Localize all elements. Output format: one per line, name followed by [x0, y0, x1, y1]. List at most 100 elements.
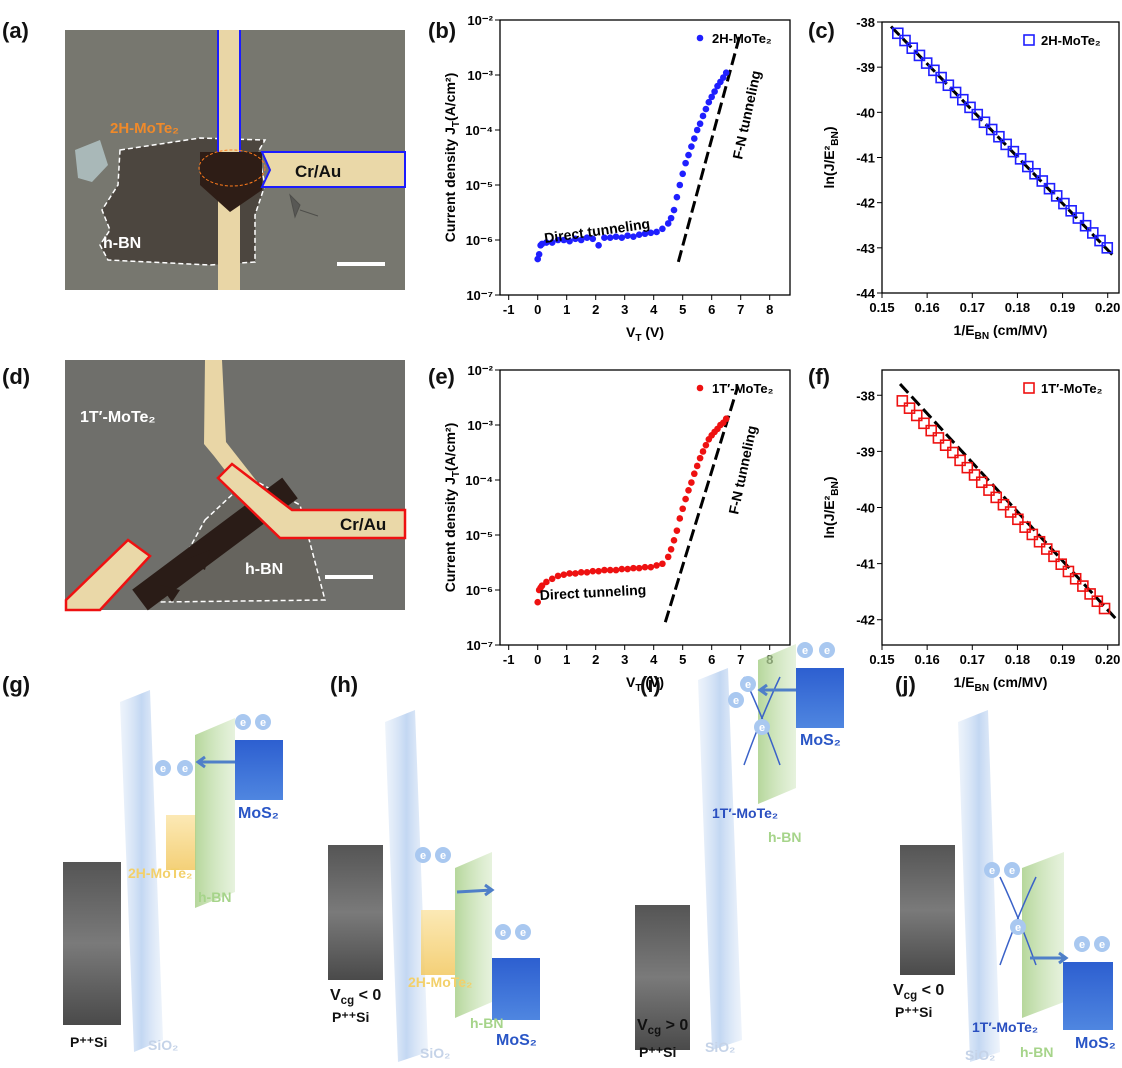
electron-label: e: [733, 695, 739, 707]
electron: [728, 692, 744, 708]
marker: [968, 469, 981, 481]
marker: [708, 93, 715, 101]
y-tick-label: 10⁻⁶: [466, 233, 493, 248]
marker: [693, 462, 701, 470]
gate: [63, 862, 121, 1025]
text-segment: > 0: [661, 1017, 688, 1034]
x-tick-label: 5: [679, 652, 686, 667]
text-segment: ln(J/E²: [821, 495, 837, 538]
barrier: [455, 852, 492, 1018]
y-tick-label: 10⁻⁷: [466, 638, 493, 653]
marker: [589, 235, 597, 243]
marker: [667, 214, 675, 222]
marker: [954, 454, 966, 467]
electron: [1094, 936, 1110, 952]
y-tick-label: 10⁻²: [467, 13, 493, 28]
electron: [435, 847, 451, 863]
text-segment: T: [451, 120, 462, 127]
marker: [624, 565, 631, 573]
fit-line: [663, 386, 740, 623]
y-tick-label: 10⁻⁵: [466, 178, 493, 193]
electron-label: e: [1079, 939, 1085, 951]
x-tick-label: 0.15: [869, 300, 894, 315]
text-segment: V: [330, 987, 341, 1004]
marker: [722, 69, 730, 77]
marker: [961, 461, 974, 474]
marker: [942, 79, 955, 92]
marker: [910, 409, 923, 422]
y-axis-label: ln(J/E²BN): [821, 126, 841, 188]
x-tick-label: 7: [737, 652, 744, 667]
electron: [515, 924, 531, 940]
electron: [155, 760, 171, 776]
flake-label: 1T′-MoTe₂: [80, 409, 156, 426]
marker: [1012, 513, 1024, 526]
x-axis-label: VT (V): [626, 324, 664, 344]
y-tick-label: -44: [856, 286, 876, 301]
marker: [1043, 182, 1056, 195]
marker: [659, 560, 666, 568]
legend-marker: [1023, 382, 1035, 394]
channel-label: MoS₂: [496, 1032, 537, 1049]
marker: [947, 446, 959, 459]
text-segment: (V): [641, 324, 664, 340]
channel: [492, 958, 540, 1020]
marker: [949, 86, 962, 99]
y-tick-label: 10⁻⁴: [465, 123, 493, 138]
text-segment: BN: [975, 331, 990, 342]
marker: [1101, 242, 1114, 254]
text-segment: (A/cm²): [442, 423, 458, 471]
marker: [679, 170, 686, 178]
annotation: F-N tunneling: [729, 69, 763, 161]
marker: [688, 143, 695, 150]
marker: [696, 120, 704, 128]
text-segment: V: [626, 324, 636, 340]
marker: [653, 562, 660, 569]
x-tick-label: 1: [563, 302, 570, 317]
legend-label: 2H-MoTe₂: [1041, 33, 1101, 48]
chart: 0.15 0.16 0.17 0.18 0.19 0.20 -44 -43 -42 -41 -40 -…: [821, 15, 1120, 342]
y-tick-label: 10⁻⁷: [466, 288, 493, 303]
chart: 0.15 0.16 0.17 0.18 0.19 0.20 -42 -41 -40 -39 -38 1…: [821, 369, 1120, 694]
legend-marker: [1023, 34, 1035, 46]
channel-label: MoS₂: [1075, 1035, 1116, 1052]
x-tick-label: 4: [650, 302, 658, 317]
text-segment: cg: [648, 1025, 661, 1037]
panel-label: (j): [895, 672, 916, 697]
barrier-label: h-BN: [1020, 1044, 1053, 1060]
marker: [543, 578, 550, 586]
panel-label: (g): [2, 672, 30, 697]
gate: [635, 905, 690, 1050]
marker: [543, 239, 550, 246]
marker: [670, 537, 678, 544]
arrow: [456, 883, 495, 897]
x-tick-label: 0.17: [960, 300, 985, 315]
text-segment: cg: [904, 990, 917, 1002]
dirac-cone: [999, 876, 1037, 966]
marker: [711, 88, 718, 95]
text-segment: ): [821, 476, 837, 481]
marker: [1077, 580, 1089, 592]
electrode-label: Cr/Au: [295, 162, 341, 181]
marker: [913, 49, 926, 62]
text-segment: T: [635, 683, 642, 694]
electron-label: e: [240, 717, 246, 729]
y-tick-label: 10⁻⁶: [466, 583, 493, 598]
marker: [1065, 204, 1077, 217]
marker: [1072, 212, 1085, 224]
marker: [906, 42, 919, 54]
y-tick-label: 10⁻³: [467, 68, 493, 83]
marker: [891, 27, 904, 40]
electron-label: e: [802, 645, 808, 657]
y-tick-label: -38: [856, 388, 875, 403]
arrow: [1030, 951, 1069, 965]
marker: [618, 234, 626, 242]
oxide-label: SiO₂: [705, 1039, 735, 1055]
marker: [601, 234, 608, 242]
marker: [1022, 160, 1034, 173]
electron-label: e: [824, 645, 830, 657]
